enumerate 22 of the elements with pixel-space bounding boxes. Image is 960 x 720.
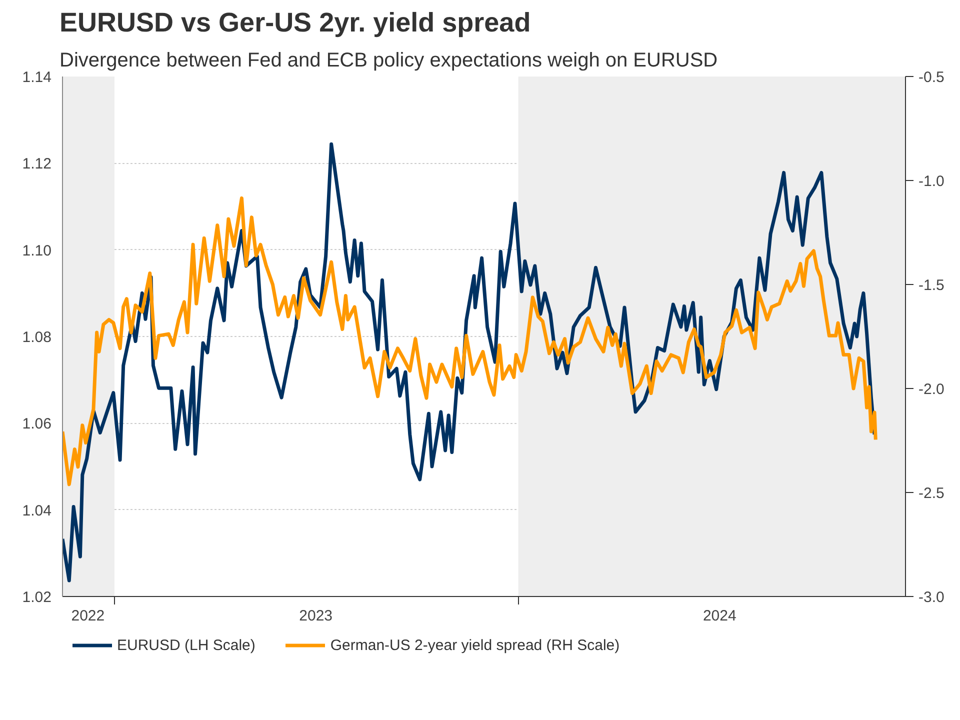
y-tick-label: 1.04 <box>22 502 52 520</box>
chart-title: EURUSD vs Ger-US 2yr. yield spread <box>60 8 531 38</box>
y2-tick-label: -2.5 <box>918 485 944 502</box>
chart-subtitle: Divergence between Fed and ECB policy expectations weigh on EURUSD <box>60 50 718 72</box>
x-tick-label: 2022 <box>71 608 105 624</box>
legend-label: German-US 2-year yield spread (RH Scale) <box>330 636 620 654</box>
y2-tick-label: -0.5 <box>918 69 944 86</box>
y-tick-label: 1.12 <box>22 156 52 173</box>
y-tick-label: 1.02 <box>22 589 52 606</box>
y2-tick-label: -1.5 <box>918 277 944 294</box>
y-tick-label: 1.06 <box>22 416 52 433</box>
x-tick-label: 2024 <box>702 608 736 624</box>
line-series <box>62 142 876 582</box>
y2-tick-label: -2.0 <box>918 381 944 398</box>
x-tick-label: 2023 <box>299 608 333 624</box>
line-series <box>62 196 878 486</box>
y2-tick-label: -1.0 <box>918 173 944 190</box>
y-tick-label: 1.14 <box>22 69 52 86</box>
y-tick-label: 1.10 <box>22 242 52 260</box>
legend-label: EURUSD (LH Scale) <box>117 636 256 654</box>
y2-tick-label: -3.0 <box>918 589 944 606</box>
y-tick-label: 1.08 <box>22 329 52 346</box>
